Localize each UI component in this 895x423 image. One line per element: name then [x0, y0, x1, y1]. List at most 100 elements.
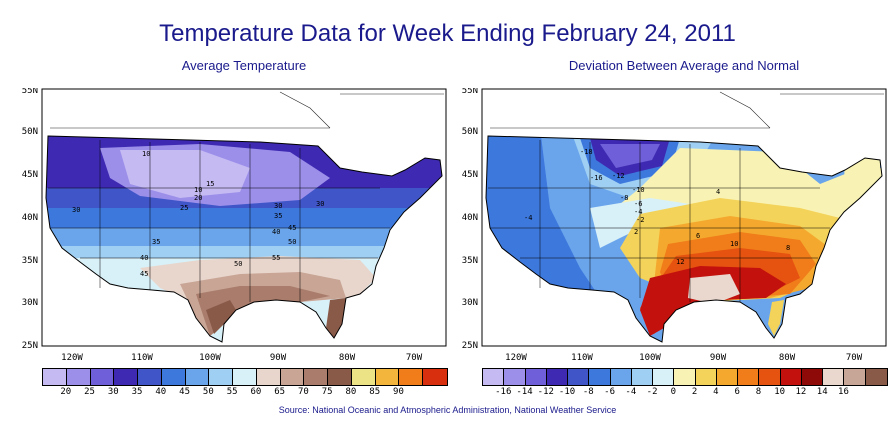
contour-label: 25 — [180, 204, 188, 212]
legend-swatch — [43, 369, 67, 385]
legend-label: -14 — [516, 387, 533, 397]
contour-label: 20 — [194, 194, 202, 202]
contour-label: -16 — [590, 174, 603, 182]
legend-label: 25 — [84, 387, 95, 397]
legend-label: 55 — [226, 387, 238, 397]
legend-swatch — [209, 369, 233, 385]
contour-label: 35 — [274, 212, 282, 220]
legend-label: -8 — [582, 387, 594, 397]
contour-label: -2 — [636, 216, 644, 224]
source-credit: Source: National Oceanic and Atmospheric… — [278, 405, 617, 415]
right-contour-labels: -18 -16 -12 -10 -8 -6 -4 -2 2 4 6 8 10 1… — [524, 148, 790, 266]
contour-label: 30 — [72, 206, 80, 214]
legend-swatch — [674, 369, 696, 385]
right-lon-labels: 120W 110W 100W 90W 80W 70W — [505, 353, 863, 363]
legend-swatch — [780, 369, 802, 385]
legend-label: 85 — [369, 387, 381, 397]
legend-swatch — [525, 369, 547, 385]
page-title: Temperature Data for Week Ending Februar… — [159, 20, 736, 47]
legend-label: 4 — [713, 387, 719, 397]
contour-label: 40 — [140, 254, 148, 262]
contour-label: 50 — [234, 260, 242, 268]
contour-label: -8 — [620, 194, 628, 202]
legend-swatch — [865, 369, 887, 385]
legend-label: 90 — [393, 387, 404, 397]
contour-label: 30 — [316, 200, 324, 208]
deviation-legend — [482, 368, 888, 386]
legend-label: 40 — [155, 387, 167, 397]
legend-swatch — [801, 369, 823, 385]
lat-label: 40N — [462, 213, 478, 223]
left-map-subtitle: Average Temperature — [181, 58, 307, 73]
legend-label: 2 — [691, 387, 698, 397]
legend-label: 50 — [202, 387, 214, 397]
lat-label: 45N — [22, 170, 38, 180]
legend-label: 14 — [816, 387, 828, 397]
legend-swatch — [399, 369, 423, 385]
lat-label: 45N — [462, 170, 478, 180]
contour-label: 8 — [786, 244, 790, 252]
lat-label: 30N — [22, 298, 38, 308]
legend-swatch — [483, 369, 505, 385]
legend-label: -2 — [646, 387, 658, 397]
lat-label: 50N — [22, 127, 38, 137]
legend-label: -4 — [625, 387, 637, 397]
left-contour-labels: 10 15 10 20 25 30 30 30 35 35 40 40 45 4… — [72, 150, 324, 278]
lon-label: 100W — [639, 353, 661, 363]
contour-label: -4 — [634, 208, 642, 216]
lat-label: 25N — [22, 341, 38, 351]
temperature-deviation-map-svg: 55N 50N 45N 40N 35N 30N 25N 120W 110W 10… — [462, 88, 887, 363]
legend-swatch — [695, 369, 717, 385]
legend-label: -16 — [495, 387, 512, 397]
legend-swatch — [589, 369, 611, 385]
legend-swatch — [610, 369, 632, 385]
legend-swatch — [546, 369, 568, 385]
lon-label: 80W — [339, 353, 356, 363]
legend-swatch — [328, 369, 352, 385]
lon-label: 90W — [270, 353, 287, 363]
legend-label: 70 — [297, 387, 309, 397]
contour-label: 12 — [676, 258, 684, 266]
contour-label: 15 — [206, 180, 214, 188]
legend-swatch — [504, 369, 526, 385]
legend-swatch — [90, 369, 115, 385]
contour-label: 10 — [730, 240, 738, 248]
legend-swatch — [304, 369, 328, 385]
legend-swatch — [114, 369, 138, 385]
legend-label: 10 — [774, 387, 786, 397]
legend-swatch — [716, 369, 738, 385]
right-map-subtitle: Deviation Between Average and Normal — [568, 58, 800, 73]
legend-swatch — [844, 369, 866, 385]
legend-label: -12 — [537, 387, 554, 397]
contour-label: 10 — [194, 186, 202, 194]
legend-label: 16 — [838, 387, 849, 397]
legend-label: 60 — [250, 387, 262, 397]
legend-label: 30 — [107, 387, 119, 397]
lon-label: 120W — [505, 353, 527, 363]
legend-swatch — [759, 369, 781, 385]
lat-label: 35N — [462, 256, 478, 266]
legend-label: 0 — [670, 387, 677, 397]
legend-label: 20 — [60, 387, 72, 397]
legend-label: 35 — [131, 387, 143, 397]
average-temperature-legend — [42, 368, 448, 386]
average-temperature-legend-labels: 20 25 30 35 40 45 50 55 60 65 70 75 80 85 90 — [42, 387, 446, 399]
contour-label: 2 — [634, 228, 638, 236]
legend-label: 80 — [345, 387, 357, 397]
legend-swatch — [738, 369, 760, 385]
left-lon-labels: 120W 110W 100W 90W 80W 70W — [61, 353, 423, 363]
contour-label: 30 — [274, 202, 282, 210]
deviation-legend-labels: -16 -14 -12 -10 -8 -6 -4 -2 0 2 4 6 8 10 12 14 16 — [482, 387, 886, 399]
lat-label: 55N — [462, 88, 478, 96]
lon-label: 110W — [571, 353, 593, 363]
legend-label: 65 — [274, 387, 286, 397]
lat-label: 40N — [22, 213, 38, 223]
legend-swatch — [233, 369, 257, 385]
legend-label: 12 — [795, 387, 807, 397]
lon-label: 70W — [406, 353, 423, 363]
contour-label: 4 — [716, 188, 720, 196]
legend-label: 8 — [755, 387, 762, 397]
lon-label: 120W — [61, 353, 83, 363]
lon-label: 90W — [710, 353, 727, 363]
contour-label: 10 — [142, 150, 150, 158]
